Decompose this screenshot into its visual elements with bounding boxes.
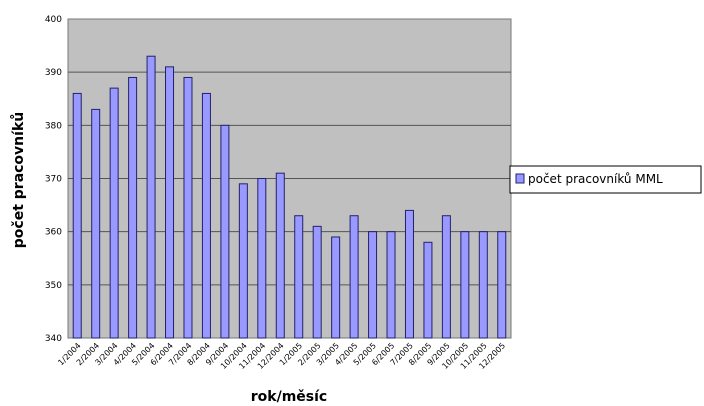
bar <box>460 231 470 339</box>
bar <box>183 76 193 339</box>
y-tick-label: 400 <box>45 15 62 25</box>
bar <box>368 231 378 339</box>
bar <box>294 215 304 339</box>
bar <box>331 236 341 339</box>
bar-series <box>72 55 507 339</box>
bar <box>478 231 488 339</box>
bar <box>220 124 230 339</box>
bar <box>386 231 396 339</box>
x-axis-label: rok/měsíc <box>251 389 327 405</box>
bar <box>165 66 175 339</box>
y-tick-label: 350 <box>45 281 62 291</box>
legend: počet pracovníků MML <box>509 165 702 194</box>
y-axis-label: počet pracovníků <box>10 112 27 248</box>
bar <box>146 55 156 339</box>
legend-swatch <box>515 173 525 184</box>
legend-label: počet pracovníků MML <box>528 172 663 186</box>
bar <box>128 76 138 339</box>
y-tick-labels: 340 350 360 370 380 390 400 <box>45 15 62 344</box>
legend-box <box>509 165 702 194</box>
bar <box>257 178 267 339</box>
bar <box>72 92 82 339</box>
y-tick-label: 370 <box>45 175 62 185</box>
bar <box>238 183 248 339</box>
bar <box>275 172 285 339</box>
bar <box>349 215 359 339</box>
bar <box>109 87 119 339</box>
y-tick-label: 340 <box>45 334 62 344</box>
gridlines <box>68 71 511 286</box>
bar <box>312 225 322 339</box>
bar <box>423 241 433 339</box>
y-tick-label: 360 <box>45 228 62 238</box>
bar <box>404 209 414 339</box>
x-tick-labels: 1/20042/20043/20044/20045/20046/20047/20… <box>56 341 507 371</box>
bar <box>91 108 101 339</box>
y-tick-label: 390 <box>45 68 62 78</box>
bar <box>497 231 507 339</box>
y-tick-label: 380 <box>45 121 62 131</box>
bar <box>201 92 211 339</box>
bar <box>441 215 451 339</box>
